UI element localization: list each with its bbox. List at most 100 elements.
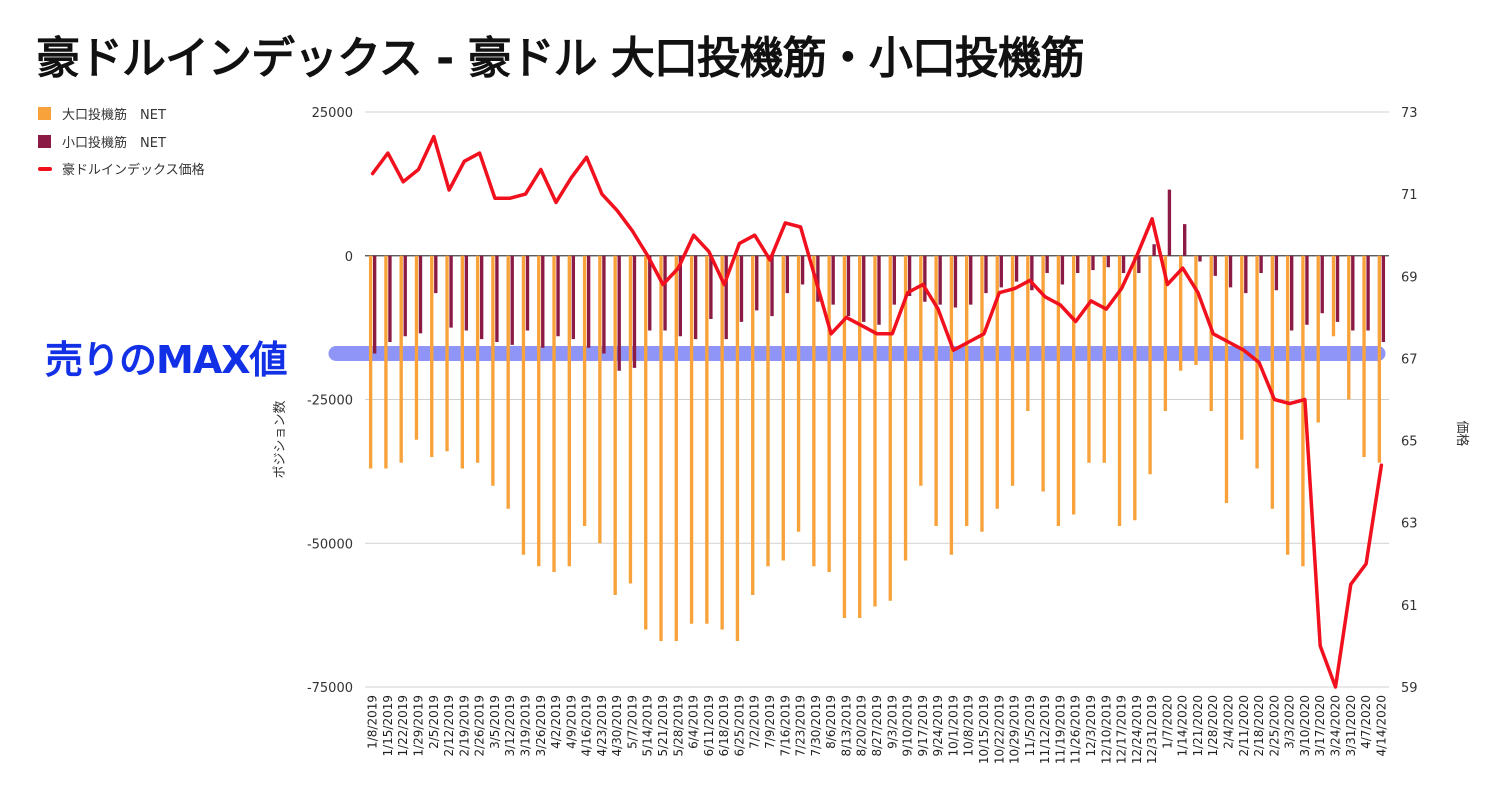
bar-small-22: [709, 255, 713, 319]
y-tick-label-right-0: 73: [1401, 106, 1418, 121]
bar-large-48: [1102, 255, 1106, 463]
bar-small-41: [999, 255, 1003, 288]
y-tick-label-right-7: 59: [1401, 681, 1418, 696]
bar-large-22: [705, 255, 709, 624]
x-tick-label-9: 3/12/2019: [503, 695, 517, 757]
bar-small-35: [907, 255, 912, 296]
x-tick-label-27: 7/16/2019: [778, 695, 792, 757]
bar-small-62: [1320, 255, 1324, 314]
y-tick-label-left-1: 0: [345, 250, 353, 265]
bar-large-45: [1056, 255, 1061, 526]
bar-small-5: [449, 255, 453, 328]
bar-small-59: [1274, 255, 1279, 291]
bar-large-16: [613, 255, 617, 595]
bar-small-8: [495, 255, 499, 342]
bar-large-39: [965, 255, 969, 526]
bar-small-16: [617, 255, 621, 371]
x-tick-label-29: 7/30/2019: [809, 695, 823, 757]
x-tick-label-3: 1/29/2019: [412, 695, 426, 757]
bar-small-37: [938, 255, 942, 305]
x-tick-label-19: 5/21/2019: [656, 695, 670, 757]
bar-large-3: [414, 255, 419, 440]
bar-small-1: [388, 255, 392, 342]
bar-small-11: [541, 255, 545, 348]
bar-large-35: [903, 255, 908, 561]
legend-item-large-speculators[interactable]: 大口投機筋 NET: [38, 100, 205, 128]
x-tick-label-32: 8/20/2019: [855, 695, 869, 757]
x-tick-label-23: 6/18/2019: [717, 695, 731, 757]
bar-small-42: [1014, 255, 1019, 282]
legend-item-small-speculators[interactable]: 小口投機筋 NET: [38, 128, 205, 156]
x-tick-label-11: 3/26/2019: [534, 695, 548, 757]
bar-large-12: [552, 255, 556, 572]
x-tick-label-56: 2/4/2020: [1222, 695, 1236, 749]
x-tick-label-59: 2/25/2020: [1267, 695, 1281, 757]
bar-large-40: [980, 255, 984, 532]
bar-large-32: [858, 255, 862, 618]
x-tick-label-4: 2/5/2019: [427, 695, 441, 749]
bar-small-13: [571, 255, 576, 340]
x-tick-label-64: 3/31/2020: [1344, 695, 1358, 757]
bar-large-8: [491, 255, 495, 486]
bar-large-52: [1163, 255, 1168, 411]
x-tick-label-41: 10/22/2019: [992, 695, 1006, 764]
x-tick-label-28: 7/23/2019: [794, 695, 808, 757]
bar-large-19: [659, 255, 663, 641]
x-tick-label-52: 1/7/2020: [1160, 695, 1174, 749]
bar-small-19: [663, 255, 667, 331]
bar-small-45: [1060, 255, 1065, 285]
bar-large-1: [384, 255, 388, 469]
bar-small-34: [892, 255, 896, 305]
x-tick-label-22: 6/11/2019: [702, 695, 716, 757]
x-tick-label-42: 10/29/2019: [1008, 695, 1022, 764]
bar-large-26: [766, 255, 770, 567]
bar-small-31: [846, 255, 851, 317]
bar-large-51: [1148, 255, 1152, 475]
bar-large-14: [582, 255, 587, 526]
legend-item-index-price[interactable]: 豪ドルインデックス価格: [38, 155, 205, 183]
x-tick-label-0: 1/8/2019: [366, 695, 380, 749]
y-tick-label-left-0: 25000: [312, 106, 353, 121]
bar-large-46: [1071, 255, 1076, 515]
bar-small-30: [831, 255, 835, 305]
bar-large-63: [1331, 255, 1336, 337]
x-tick-label-17: 5/7/2019: [626, 695, 640, 749]
x-tick-label-61: 3/10/2020: [1298, 695, 1312, 757]
bar-small-63: [1335, 255, 1340, 322]
bars: [368, 189, 1386, 641]
x-tick-label-24: 6/25/2019: [732, 695, 746, 757]
bar-large-21: [689, 255, 694, 624]
bar-large-29: [812, 255, 816, 567]
x-tick-label-43: 11/5/2019: [1023, 695, 1037, 757]
bar-small-50: [1137, 255, 1141, 273]
x-tick-label-21: 6/4/2019: [687, 695, 701, 749]
bar-small-32: [862, 255, 866, 322]
bar-large-2: [399, 255, 403, 463]
bar-small-25: [755, 255, 759, 311]
x-tick-label-16: 4/30/2019: [610, 695, 624, 757]
bar-small-36: [923, 255, 927, 302]
bar-large-11: [537, 255, 541, 567]
bar-large-44: [1041, 255, 1045, 492]
bar-large-24: [735, 255, 740, 641]
bar-large-13: [567, 255, 571, 567]
x-tick-label-31: 8/13/2019: [839, 695, 853, 757]
bar-large-60: [1285, 255, 1290, 555]
legend-swatch-large: [38, 107, 51, 121]
bar-small-55: [1213, 255, 1217, 276]
x-tick-label-63: 3/24/2020: [1329, 695, 1343, 757]
bar-small-46: [1076, 255, 1080, 273]
legend-label-small: 小口投機筋 NET: [62, 135, 166, 151]
x-tick-label-7: 2/26/2019: [473, 695, 487, 757]
bar-large-31: [842, 255, 847, 618]
legend-swatch-price: [38, 166, 52, 171]
bar-small-7: [479, 255, 484, 340]
bar-small-17: [632, 255, 637, 368]
x-tick-label-46: 11/26/2019: [1069, 695, 1083, 764]
bar-small-20: [678, 255, 683, 337]
bar-large-43: [1026, 255, 1030, 411]
x-tick-label-57: 2/11/2020: [1237, 695, 1251, 757]
x-tick-label-53: 1/14/2020: [1176, 695, 1190, 757]
bar-small-14: [586, 255, 591, 348]
